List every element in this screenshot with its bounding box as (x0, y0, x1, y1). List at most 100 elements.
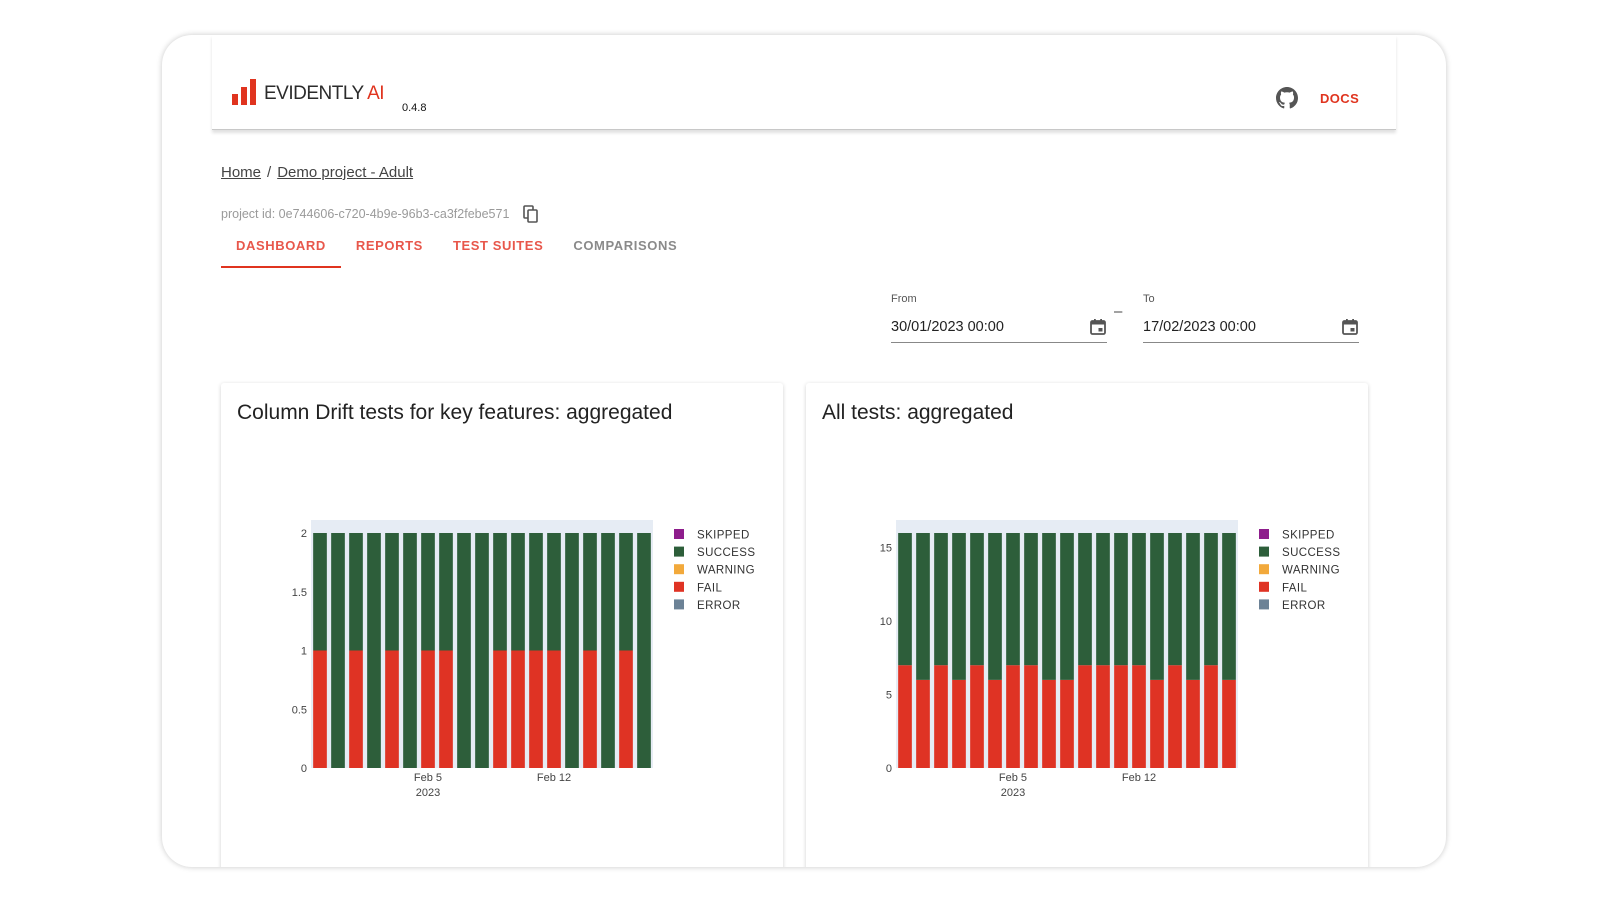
bar-success (565, 533, 579, 768)
bar-fail (1168, 665, 1182, 768)
bar-fail (619, 650, 633, 768)
legend-label: SKIPPED (1282, 530, 1335, 542)
legend-label: ERROR (697, 600, 741, 612)
bar-success (898, 533, 912, 666)
y-tick-label: 2 (301, 528, 307, 540)
bar-fail (313, 650, 327, 768)
legend-label: SKIPPED (697, 530, 750, 542)
bar-fail (1222, 679, 1236, 768)
bar-success (1006, 533, 1020, 666)
tab-reports[interactable]: REPORTS (355, 238, 423, 253)
column-drift-chart: 0 0.5 1 1.5 2 Feb 5 2023 Feb 12 SKIPPED SUCCESS WA… (292, 520, 755, 799)
legend-label: WARNING (697, 565, 755, 577)
bar-success (988, 533, 1002, 680)
bar-success (529, 533, 543, 651)
version-label: 0.4.8 (402, 102, 427, 114)
logo-bars-icon (232, 79, 256, 105)
app-window: EVIDENTLY AI 0.4.8 DOCS Home / Demo projec… (162, 35, 1446, 867)
breadcrumb-home-link[interactable]: Home (221, 164, 262, 181)
y-tick-label: 0 (301, 763, 307, 775)
bar-success (349, 533, 363, 651)
bar-fail (421, 650, 435, 768)
bar-fail (1078, 665, 1092, 768)
y-tick-label: 15 (880, 543, 892, 555)
y-tick-label: 10 (880, 616, 892, 628)
bar-fail (493, 650, 507, 768)
breadcrumb: Home / Demo project - Adult (221, 164, 413, 181)
bar-fail (349, 650, 363, 768)
bar-success (619, 533, 633, 651)
bar-success (583, 533, 597, 651)
bar-fail (916, 679, 930, 768)
bar-success (934, 533, 948, 666)
bar-success (1060, 533, 1074, 680)
legend-label: WARNING (1282, 565, 1340, 577)
bar-success (1078, 533, 1092, 666)
y-tick-label: 0.5 (292, 704, 307, 716)
bar-success (1096, 533, 1110, 666)
y-tick-label: 1.5 (292, 587, 307, 599)
tab-dashboard[interactable]: DASHBOARD (221, 235, 341, 268)
date-to-label: To (1143, 293, 1155, 305)
bar-success (475, 533, 489, 768)
bar-fail (1096, 665, 1110, 768)
bar-fail (898, 665, 912, 768)
chart-card-column-drift: Column Drift tests for key features: agg… (221, 383, 783, 867)
x-tick-label: 2023 (1001, 787, 1025, 799)
x-tick-label: Feb 5 (999, 772, 1027, 784)
legend-swatch-fail (674, 581, 684, 592)
date-to-value[interactable]: 17/02/2023 00:00 (1143, 318, 1256, 335)
breadcrumb-separator: / (267, 164, 272, 181)
legend-label: SUCCESS (1282, 547, 1340, 559)
bar-success (1114, 533, 1128, 666)
docs-link[interactable]: DOCS (1320, 91, 1360, 106)
date-from-value[interactable]: 30/01/2023 00:00 (891, 318, 1004, 335)
bar-success (1168, 533, 1182, 666)
app-header: EVIDENTLY AI 0.4.8 DOCS (212, 35, 1396, 130)
bar-success (385, 533, 399, 651)
all-tests-chart: 0 5 10 15 Feb 5 2023 Feb 12 SKIPPED SUCCESS WARNI… (880, 520, 1340, 799)
github-icon[interactable] (1276, 87, 1298, 109)
bar-success (421, 533, 435, 651)
calendar-icon[interactable] (1341, 318, 1359, 336)
evidently-logo[interactable]: EVIDENTLY AI (232, 79, 385, 105)
bar-fail (1042, 679, 1056, 768)
bar-success (952, 533, 966, 680)
legend-swatch-success (1259, 546, 1269, 557)
bar-fail (547, 650, 561, 768)
bar-success (331, 533, 345, 768)
date-to-field[interactable]: To 17/02/2023 00:00 (1143, 293, 1359, 343)
legend-swatch-warning (1259, 564, 1269, 575)
chart-title: Column Drift tests for key features: agg… (237, 401, 673, 424)
x-tick-label: 2023 (416, 787, 440, 799)
legend-swatch-error (1259, 599, 1269, 610)
y-tick-label: 0 (886, 763, 892, 775)
legend-label: SUCCESS (697, 547, 755, 559)
bar-fail (970, 665, 984, 768)
bar-fail (934, 665, 948, 768)
bar-success (1042, 533, 1056, 680)
calendar-icon[interactable] (1089, 318, 1107, 336)
x-tick-label: Feb 12 (537, 772, 571, 784)
bar-success (313, 533, 327, 651)
bar-success (1024, 533, 1038, 666)
chart-card-all-tests: All tests: aggregated 0 5 10 15 Feb 5 2023 Feb… (806, 383, 1368, 867)
project-id-text: project id: 0e744606-c720-4b9e-96b3-ca3f… (221, 207, 510, 221)
date-from-field[interactable]: From 30/01/2023 00:00 (891, 293, 1107, 343)
x-tick-label: Feb 5 (414, 772, 442, 784)
bar-fail (439, 650, 453, 768)
tab-test-suites[interactable]: TEST SUITES (452, 238, 544, 253)
tab-comparisons[interactable]: COMPARISONS (573, 238, 678, 253)
bar-success (1204, 533, 1218, 666)
y-tick-label: 1 (301, 646, 307, 658)
copy-icon[interactable] (523, 205, 539, 223)
legend-label: FAIL (697, 582, 722, 594)
bar-success (493, 533, 507, 651)
breadcrumb-project-link[interactable]: Demo project - Adult (277, 164, 414, 181)
bar-fail (1150, 679, 1164, 768)
project-id-row: project id: 0e744606-c720-4b9e-96b3-ca3f… (221, 205, 539, 223)
chart-title: All tests: aggregated (822, 401, 1014, 424)
bar-fail (1114, 665, 1128, 768)
bar-fail (988, 679, 1002, 768)
bar-success (457, 533, 471, 768)
